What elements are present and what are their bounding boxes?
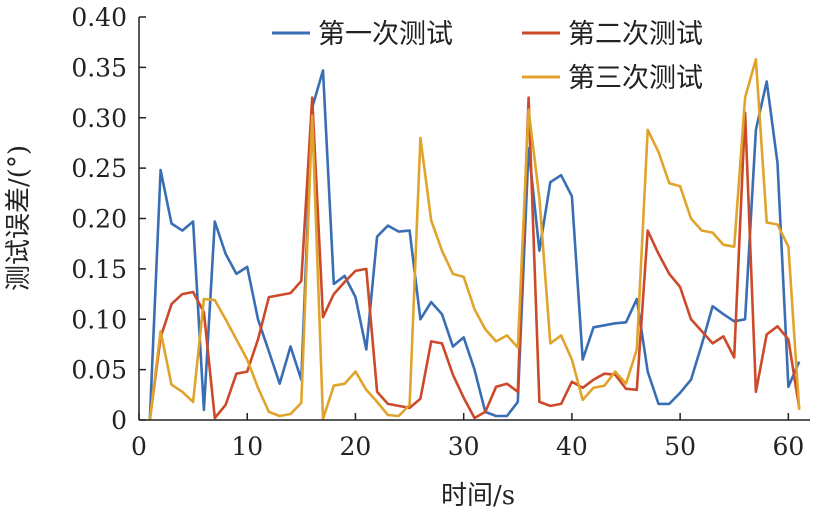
x-tick-label: 10 [231,432,263,461]
legend-label-1: 第一次测试 [318,19,453,50]
y-tick-label: 0.10 [71,305,127,334]
x-tick-label: 0 [131,432,147,461]
series-line-1 [148,69,801,421]
y-tick-label: 0.35 [71,53,127,82]
y-tick-label: 0.05 [71,356,127,385]
y-tick-label: 0 [111,406,127,435]
y-tick-label: 0.25 [71,154,127,183]
series-line-3 [148,57,801,421]
y-tick-label: 0.40 [71,3,127,32]
x-tick-label: 50 [664,432,696,461]
x-tick-label: 20 [340,432,372,461]
x-tick-label: 40 [556,432,588,461]
x-tick-label: 30 [448,432,480,461]
y-tick-label: 0.30 [71,104,127,133]
legend-label-3: 第三次测试 [568,63,703,94]
legend-label-2: 第二次测试 [568,19,703,50]
series-line-2 [148,96,801,421]
y-axis-title: 测试误差/(°) [4,145,34,291]
series-layer [148,57,801,421]
x-tick-label: 60 [772,432,804,461]
axes-layer: 0 0.05 0.10 0.15 0.20 0.25 0.30 0.35 0.40 0 10 20 30… [71,3,810,461]
y-tick-label: 0.20 [71,205,127,234]
x-axis-title: 时间/s [441,481,515,511]
y-tick-label: 0.15 [71,255,127,284]
